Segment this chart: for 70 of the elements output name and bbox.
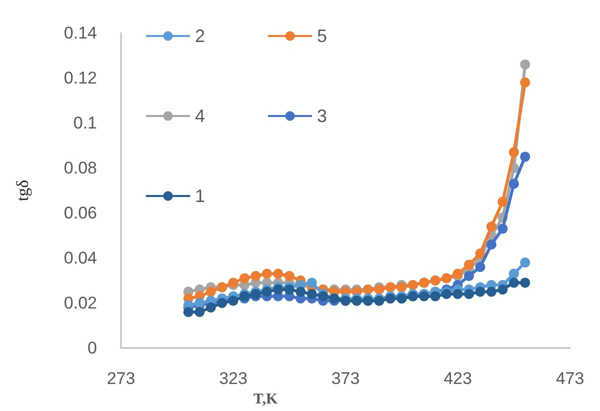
y-tick-label: 0.06	[64, 204, 97, 222]
point	[273, 284, 284, 294]
point	[396, 282, 407, 292]
y-tick-label: 0	[88, 338, 97, 358]
point	[452, 268, 463, 279]
point	[486, 286, 496, 297]
point	[508, 268, 519, 279]
x-tick-label: 273	[106, 369, 136, 388]
point	[498, 196, 508, 207]
point	[486, 222, 496, 232]
point	[284, 284, 294, 294]
point	[306, 289, 317, 299]
point	[475, 248, 486, 258]
point	[442, 289, 452, 299]
point	[486, 240, 496, 250]
point	[464, 289, 474, 299]
point	[498, 284, 508, 294]
y-tick-label: 0.12	[64, 68, 97, 88]
y-tick-label: 0.14	[64, 24, 97, 42]
point	[520, 258, 530, 268]
point	[250, 271, 261, 281]
point	[508, 278, 519, 288]
point	[239, 273, 250, 284]
point	[520, 60, 530, 70]
point	[262, 286, 272, 297]
point	[520, 152, 530, 162]
point	[306, 278, 317, 288]
point	[194, 298, 205, 308]
point	[374, 284, 384, 294]
y-tick-label: 0.04	[64, 248, 97, 268]
x-tick-label: 423	[444, 369, 472, 388]
point	[296, 286, 306, 297]
y-axis-title: tgδ	[13, 180, 32, 202]
x-tick-label: 473	[556, 369, 584, 388]
point	[520, 78, 530, 88]
point	[508, 178, 519, 189]
point	[464, 271, 474, 281]
point	[430, 291, 440, 302]
point	[419, 291, 430, 302]
point	[228, 296, 238, 306]
point	[318, 291, 328, 302]
x-tick-label: 323	[219, 369, 248, 388]
point	[217, 298, 228, 308]
point	[206, 302, 216, 312]
point	[228, 278, 238, 288]
point	[508, 147, 519, 158]
point	[498, 224, 508, 234]
point	[183, 307, 194, 317]
legend-label: 4	[195, 106, 206, 126]
point	[475, 262, 486, 272]
legend-label: 3	[317, 106, 328, 126]
point	[262, 268, 272, 279]
y-tick-label: 0.1	[73, 114, 97, 132]
x-tick-label: 373	[331, 369, 360, 388]
point	[250, 289, 261, 299]
point	[464, 260, 474, 270]
point	[206, 286, 216, 297]
legend-label: 1	[195, 186, 206, 206]
point	[284, 271, 294, 281]
point	[520, 278, 530, 288]
x-axis-title: T,K	[253, 391, 278, 408]
point	[452, 289, 463, 299]
point	[475, 286, 486, 297]
point	[273, 268, 284, 279]
legend-label: 2	[195, 26, 206, 46]
y-tick-label: 0.08	[64, 158, 97, 178]
point	[194, 307, 205, 317]
legend-label: 5	[317, 26, 328, 46]
point	[239, 291, 250, 302]
y-tick-label: 0.02	[64, 294, 97, 312]
